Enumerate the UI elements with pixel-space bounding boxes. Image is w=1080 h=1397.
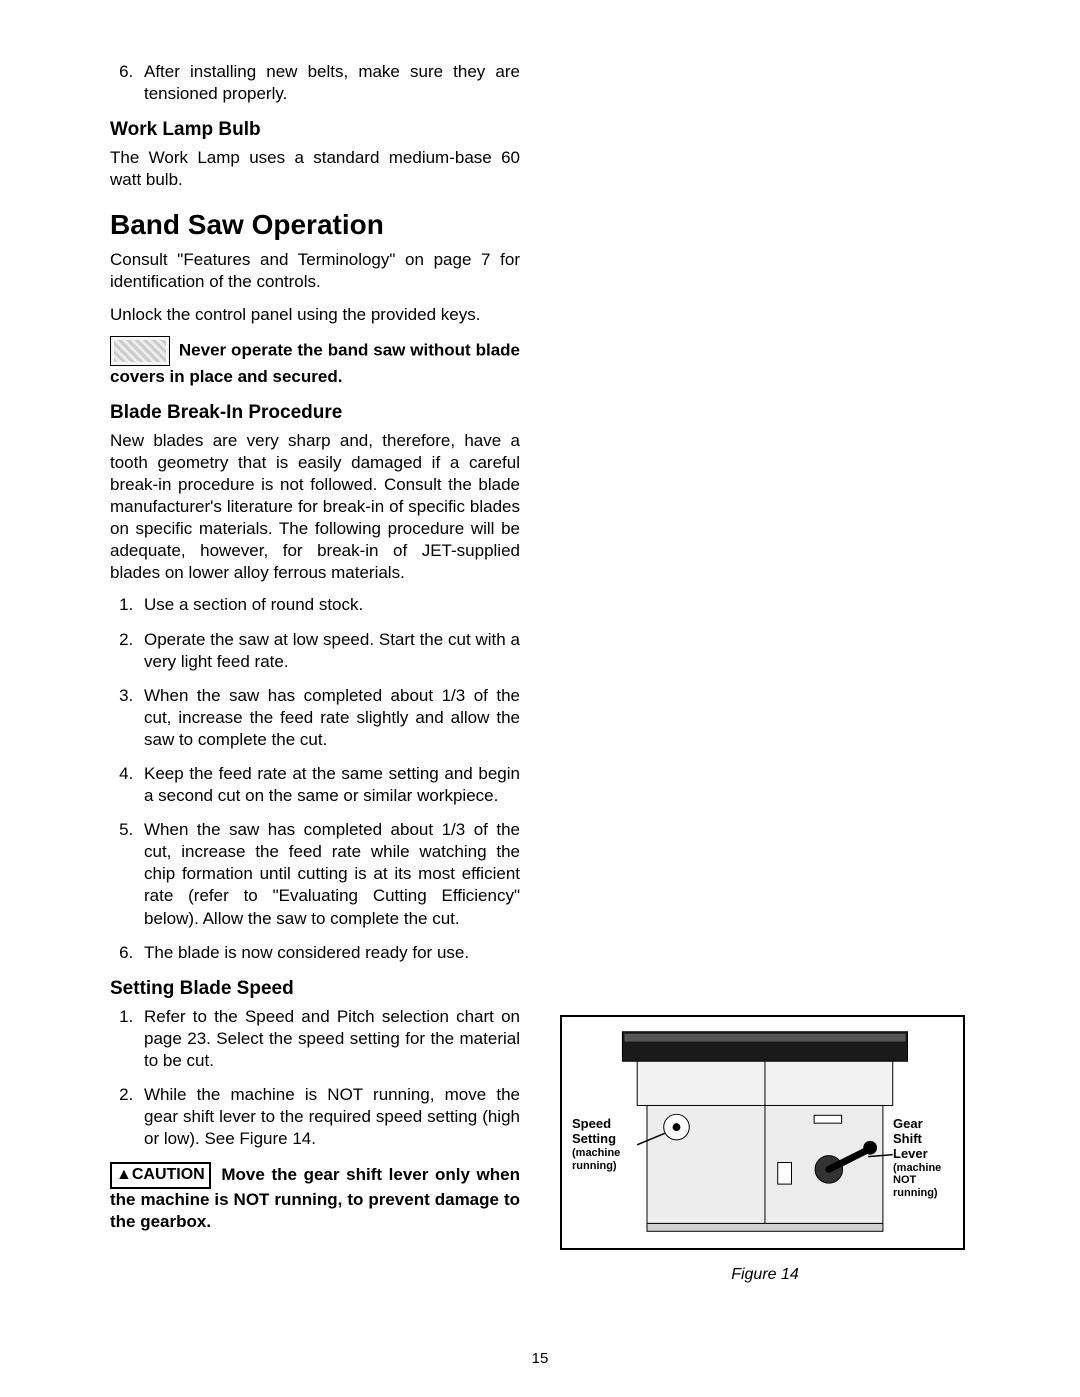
break-in-intro: New blades are very sharp and, therefore… [110, 430, 520, 585]
speed-list: Refer to the Speed and Pitch selection c… [110, 1006, 520, 1151]
band-saw-p2: Unlock the control panel using the provi… [110, 304, 520, 326]
callout-gear-label: Gear Shift Lever [893, 1117, 955, 1162]
right-column: Speed Setting (machine running) Gear Shi… [560, 55, 970, 1284]
list-item: Refer to the Speed and Pitch selection c… [138, 1006, 520, 1072]
warning-triangle-icon: ▲ [116, 1165, 132, 1186]
figure-14-wrap: Speed Setting (machine running) Gear Shi… [560, 1015, 970, 1284]
list-item: The blade is now considered ready for us… [138, 942, 520, 964]
speed-heading: Setting Blade Speed [110, 978, 520, 1000]
page-number: 15 [0, 1350, 1080, 1367]
list-item: When the saw has completed about 1/3 of … [138, 819, 520, 929]
warning-text: Never operate the band saw without blade… [110, 340, 520, 386]
break-in-list: Use a section of round stock. Operate th… [110, 594, 520, 963]
list-item: While the machine is NOT running, move t… [138, 1084, 520, 1150]
figure-14-box: Speed Setting (machine running) Gear Shi… [560, 1015, 965, 1250]
callout-speed-sub: (machine running) [572, 1147, 642, 1172]
band-saw-heading: Band Saw Operation [110, 209, 520, 241]
callout-gear-sub: (machine NOT running) [893, 1162, 955, 1200]
belts-list-continued: After installing new belts, make sure th… [110, 61, 520, 105]
band-saw-p1: Consult "Features and Terminology" on pa… [110, 249, 520, 293]
work-lamp-heading: Work Lamp Bulb [110, 119, 520, 141]
callout-speed-label: Speed Setting [572, 1117, 642, 1147]
work-lamp-text: The Work Lamp uses a standard medium-bas… [110, 147, 520, 191]
list-item: Keep the feed rate at the same setting a… [138, 763, 520, 807]
caution-label: CAUTION [132, 1166, 205, 1183]
callout-speed: Speed Setting (machine running) [572, 1117, 642, 1172]
left-column: After installing new belts, make sure th… [110, 55, 520, 1284]
page: After installing new belts, make sure th… [0, 0, 1080, 1397]
warning-paragraph: Never operate the band saw without blade… [110, 336, 520, 388]
list-item: Operate the saw at low speed. Start the … [138, 629, 520, 673]
caution-paragraph: ▲CAUTION Move the gear shift lever only … [110, 1162, 520, 1233]
list-item: After installing new belts, make sure th… [138, 61, 520, 105]
warning-icon [110, 336, 170, 366]
break-in-heading: Blade Break-In Procedure [110, 402, 520, 424]
two-column-layout: After installing new belts, make sure th… [110, 55, 970, 1284]
callout-gear: Gear Shift Lever (machine NOT running) [893, 1117, 955, 1200]
caution-box: ▲CAUTION [110, 1162, 211, 1189]
list-item: Use a section of round stock. [138, 594, 520, 616]
list-item: When the saw has completed about 1/3 of … [138, 685, 520, 751]
figure-caption: Figure 14 [560, 1266, 970, 1284]
